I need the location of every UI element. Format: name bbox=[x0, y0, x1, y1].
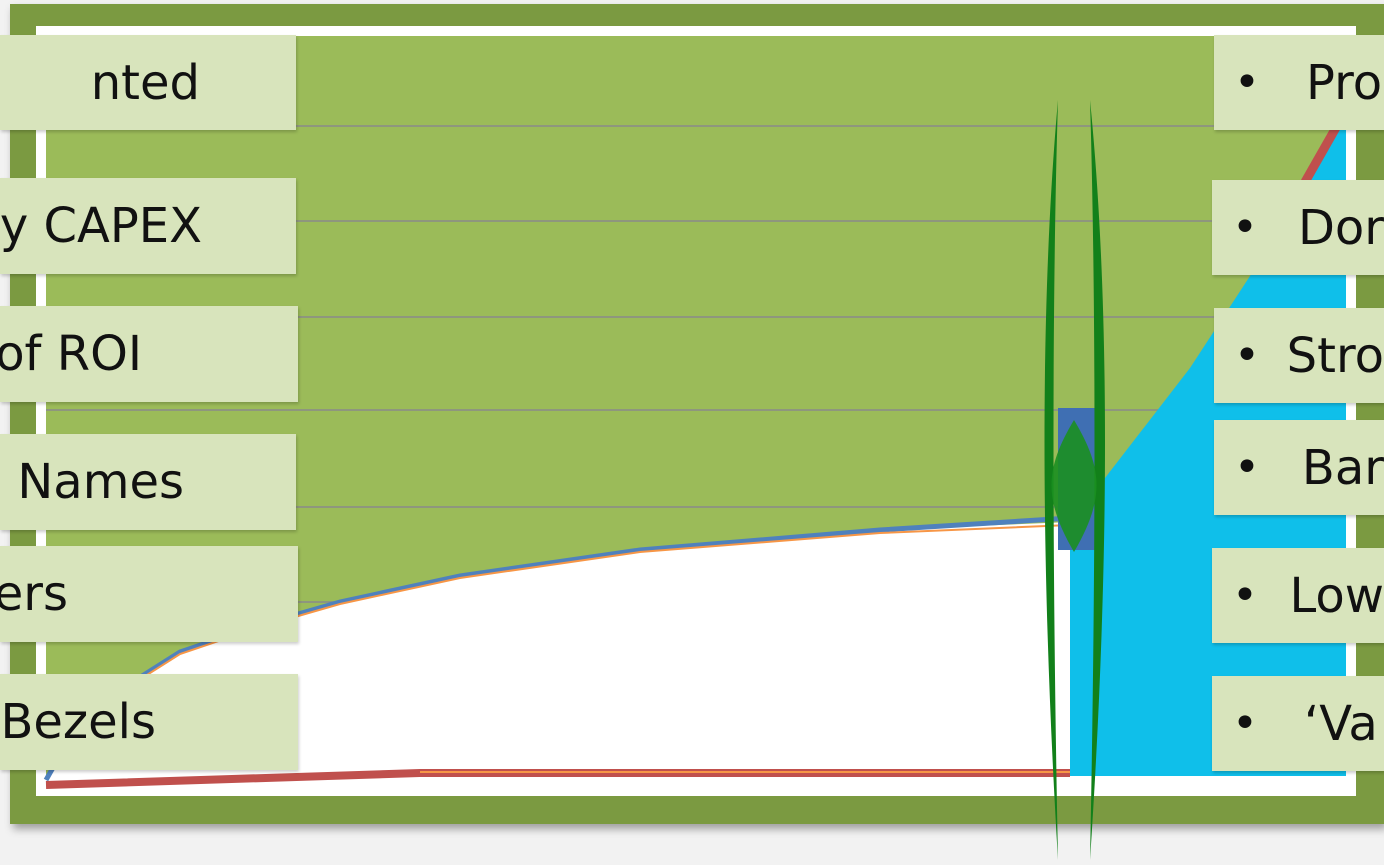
left-label-6-text: Bezels bbox=[0, 694, 156, 750]
right-label-1: • Pro bbox=[1214, 35, 1384, 130]
right-label-4-bullet: • bbox=[1234, 442, 1260, 493]
left-label-4-text: Names bbox=[17, 454, 184, 510]
right-label-2: • Dor bbox=[1212, 180, 1384, 275]
right-label-6: • ‘Va bbox=[1212, 676, 1384, 771]
white-area bbox=[46, 522, 1070, 776]
left-label-1-text: nted bbox=[90, 54, 200, 111]
right-label-5-text: Low bbox=[1289, 567, 1384, 624]
green-divider-left bbox=[1044, 100, 1058, 860]
right-label-3: • Stro bbox=[1214, 308, 1384, 403]
right-label-6-bullet: • bbox=[1232, 698, 1258, 749]
left-label-2: y CAPEX bbox=[0, 178, 296, 274]
right-label-4-text: Bar bbox=[1301, 439, 1384, 496]
right-label-2-bullet: • bbox=[1232, 202, 1258, 253]
right-label-5: • Low bbox=[1212, 548, 1384, 643]
right-label-3-text: Stro bbox=[1286, 327, 1384, 384]
green-divider-right bbox=[1090, 100, 1105, 860]
green-divider-core bbox=[1051, 420, 1097, 552]
left-label-3-text: of ROI bbox=[0, 326, 142, 382]
left-label-2-text: y CAPEX bbox=[0, 198, 202, 254]
left-label-4: Names bbox=[0, 434, 296, 530]
right-label-2-text: Dor bbox=[1297, 199, 1384, 256]
right-label-1-bullet: • bbox=[1234, 57, 1260, 108]
right-label-1-text: Pro bbox=[1306, 54, 1383, 111]
left-label-5-text: ers bbox=[0, 566, 68, 622]
right-label-4: • Bar bbox=[1214, 420, 1384, 515]
left-label-1: nted bbox=[0, 35, 296, 130]
right-label-3-bullet: • bbox=[1234, 330, 1260, 381]
left-label-5: ers bbox=[0, 546, 298, 642]
left-label-3: of ROI bbox=[0, 306, 298, 402]
left-label-6: Bezels bbox=[0, 674, 298, 770]
right-label-6-text: ‘Va bbox=[1304, 695, 1378, 752]
right-label-5-bullet: • bbox=[1232, 570, 1258, 621]
